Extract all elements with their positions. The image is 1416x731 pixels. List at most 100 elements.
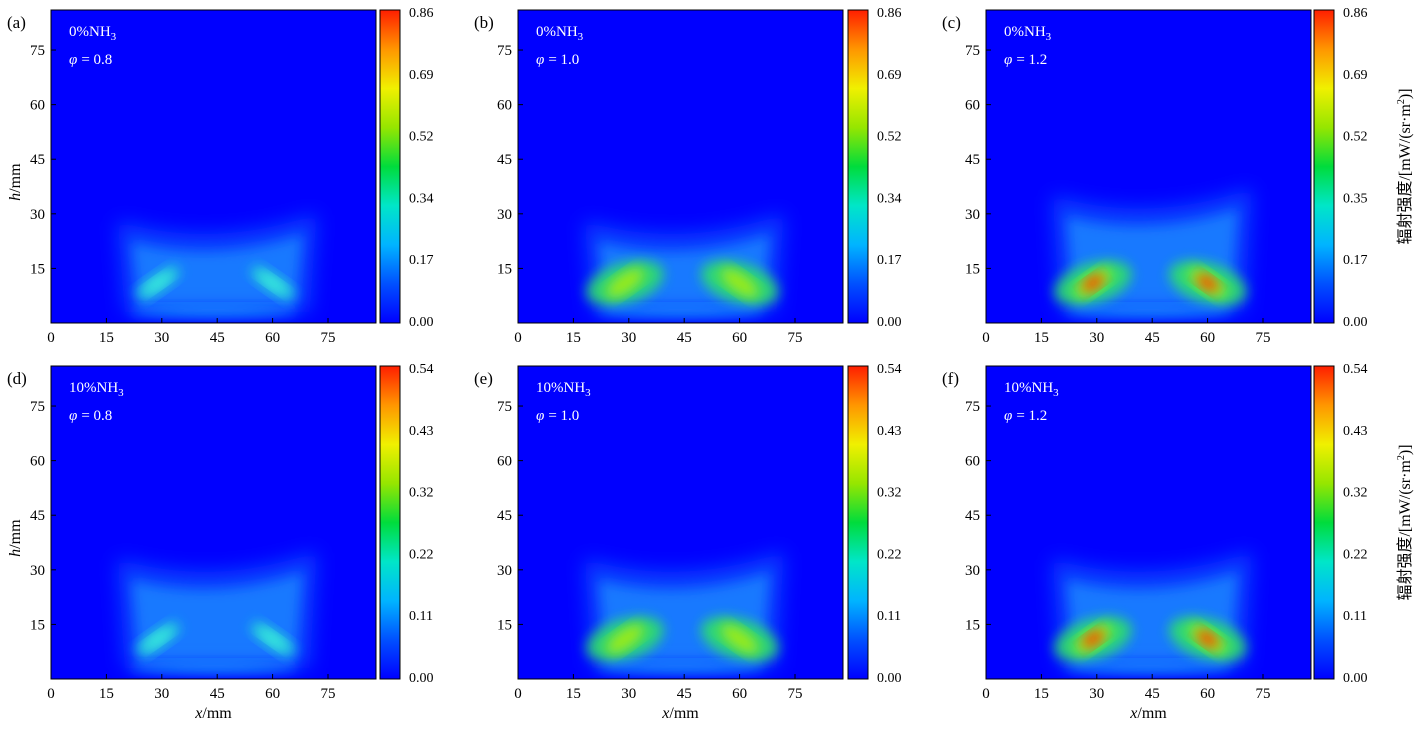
y-tick-label: 45 xyxy=(30,152,45,168)
phi-symbol: φ xyxy=(1004,52,1012,68)
x-tick-label: 30 xyxy=(154,686,169,702)
colorbar-tick-label: 0.43 xyxy=(409,424,434,439)
inset-phi: φ = 1.0 xyxy=(536,52,579,68)
colorbar xyxy=(1313,9,1335,324)
inset-nh3: 10%NH3 xyxy=(69,380,124,399)
phi-symbol: φ xyxy=(536,52,544,68)
plot-frame xyxy=(50,9,377,324)
x-tick-label: 45 xyxy=(210,330,225,346)
burner-base xyxy=(1064,306,1233,319)
panel-c: (c) 0%NH3 φ = 1.2 15 30 45 60 75 0 15 30 45 60 75 0.86 0… xyxy=(942,6,1414,346)
x-tick-label: 60 xyxy=(1200,686,1215,702)
inset-nh3: 10%NH3 xyxy=(536,380,591,399)
phi-value: = 0.8 xyxy=(81,52,112,68)
colorbar-tick-label: 0.54 xyxy=(877,362,902,377)
burner-base xyxy=(596,662,765,675)
y-axis-title: h/mm xyxy=(7,519,24,557)
x-tick-label: 15 xyxy=(566,330,581,346)
nh3-text: 0%NH xyxy=(536,24,578,40)
colorbar-tick-label: 0.00 xyxy=(877,315,902,330)
y-tick-label: 75 xyxy=(30,43,45,59)
y-axis-symbol: h xyxy=(7,193,24,201)
flame-core xyxy=(144,272,172,294)
phi-value: = 1.2 xyxy=(1016,52,1047,68)
inset-phi: φ = 1.2 xyxy=(1004,408,1047,424)
x-tick-label: 30 xyxy=(1089,330,1104,346)
y-tick-label: 75 xyxy=(965,399,980,415)
colorbar-tick-label: 0.00 xyxy=(1343,315,1368,330)
colorbar xyxy=(379,9,401,324)
colorbar-tick-label: 0.22 xyxy=(409,547,434,562)
flame-field xyxy=(584,213,784,319)
flame-core xyxy=(606,268,644,298)
x-tick-label: 60 xyxy=(732,330,747,346)
colorbar-title-end: )] xyxy=(1397,444,1414,455)
x-axis-title: x/mm xyxy=(661,705,699,722)
colorbar-title-sup: 2 xyxy=(1396,455,1407,460)
y-axis-unit: /mm xyxy=(7,519,24,549)
inset-nh3: 0%NH3 xyxy=(536,24,584,43)
x-tick-label: 75 xyxy=(787,330,802,346)
y-tick-label: 60 xyxy=(497,98,512,114)
colorbar-title-sup: 2 xyxy=(1396,99,1407,104)
panel-label: (f) xyxy=(942,369,959,388)
x-tick-label: 60 xyxy=(1200,330,1215,346)
panel-f: (f) 10%NH3 φ = 1.2 15 30 45 60 75 0 15 30 45 60 75 x/mm… xyxy=(942,362,1414,722)
x-tick-label: 0 xyxy=(514,686,522,702)
flame-core xyxy=(259,628,287,650)
flame-field xyxy=(117,551,317,675)
inset-nh3: 10%NH3 xyxy=(1004,380,1059,399)
phi-value: = 1.0 xyxy=(548,408,579,424)
nh3-text: 0%NH xyxy=(1004,24,1046,40)
colorbar-tick-label: 0.52 xyxy=(877,130,902,145)
y-tick-label: 15 xyxy=(965,261,980,277)
panel-a: (a) 0%NH3 φ = 0.8 15 30 45 60 75 0 15 30 45 60 75 h/mm 0… xyxy=(7,6,434,346)
flame-field xyxy=(117,213,317,319)
colorbar-title-main: 辐射强度/[mW/(sr·m xyxy=(1396,104,1414,245)
colorbar-tick-label: 0.69 xyxy=(1343,68,1368,83)
plot-frame xyxy=(517,9,844,324)
y-axis-unit: /mm xyxy=(7,163,24,193)
colorbar-tick-label: 0.86 xyxy=(877,6,902,21)
y-tick-label: 30 xyxy=(965,207,980,223)
x-tick-label: 15 xyxy=(1034,686,1049,702)
y-tick-label: 75 xyxy=(497,43,512,59)
x-tick-label: 0 xyxy=(47,686,55,702)
inset-phi: φ = 1.2 xyxy=(1004,52,1047,68)
colorbar-tick-label: 0.43 xyxy=(877,424,902,439)
x-tick-label: 45 xyxy=(677,686,692,702)
colorbar-tick-label: 0.17 xyxy=(1343,253,1368,268)
flame-hotspot xyxy=(1082,630,1104,648)
burner-base xyxy=(129,306,298,319)
x-tick-label: 30 xyxy=(621,686,636,702)
colorbar-title: 辐射强度/[mW/(sr·m2)] xyxy=(1396,444,1414,600)
flame-core xyxy=(144,628,172,650)
nh3-text: 10%NH xyxy=(1004,380,1053,396)
y-tick-label: 60 xyxy=(30,98,45,114)
x-tick-label: 75 xyxy=(787,686,802,702)
colorbar-tick-label: 0.54 xyxy=(409,362,434,377)
y-tick-label: 15 xyxy=(30,617,45,633)
colorbar-tick-label: 0.32 xyxy=(877,486,902,501)
x-axis-symbol: x xyxy=(194,705,202,722)
burner-base xyxy=(129,662,298,675)
y-tick-label: 30 xyxy=(497,563,512,579)
plot-frame xyxy=(517,365,844,680)
y-tick-label: 15 xyxy=(30,261,45,277)
y-tick-label: 45 xyxy=(497,508,512,524)
phi-value: = 1.2 xyxy=(1016,408,1047,424)
x-tick-label: 60 xyxy=(265,686,280,702)
x-axis-title: x/mm xyxy=(194,705,232,722)
flame-hotspot xyxy=(1082,274,1104,292)
x-tick-label: 0 xyxy=(514,330,522,346)
x-tick-label: 30 xyxy=(154,330,169,346)
panel-label: (b) xyxy=(474,13,494,32)
colorbar-tick-label: 0.17 xyxy=(409,253,434,268)
colorbar-tick-label: 0.34 xyxy=(409,191,434,206)
colorbar-tick-label: 0.52 xyxy=(1343,130,1368,145)
x-tick-label: 45 xyxy=(677,330,692,346)
flame-core xyxy=(720,268,759,298)
x-tick-label: 45 xyxy=(1145,686,1160,702)
inset-nh3: 0%NH3 xyxy=(1004,24,1052,43)
inset-nh3: 0%NH3 xyxy=(69,24,117,43)
